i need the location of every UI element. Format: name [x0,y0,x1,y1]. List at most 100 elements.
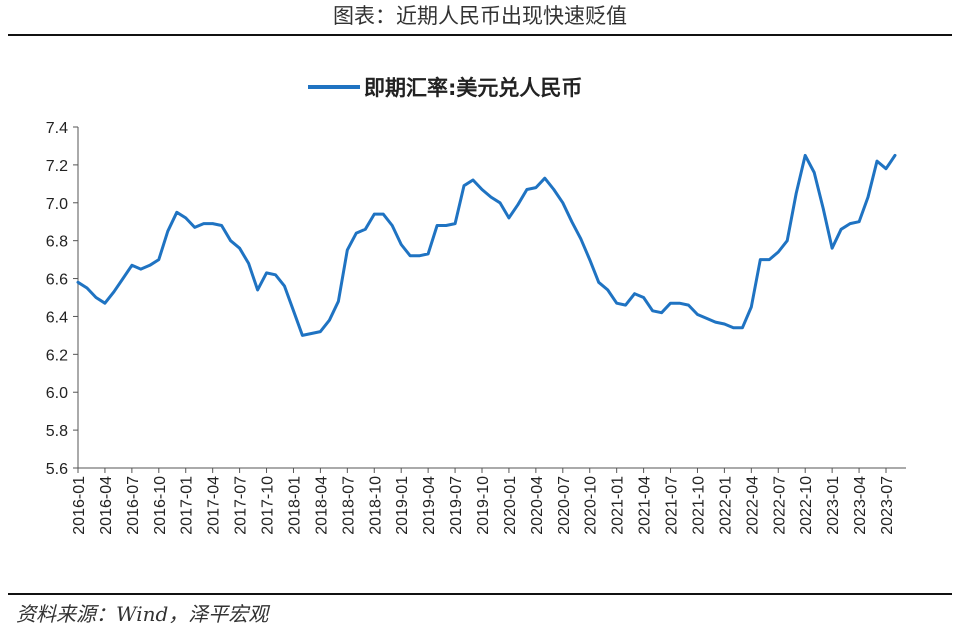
series-point [256,288,259,292]
series-point [310,332,313,335]
x-tick-label: 2022-04 [744,476,761,535]
series-point [435,224,439,227]
source-note: 资料来源：Wind，泽平宏观 [16,602,269,626]
series-point [103,302,107,305]
legend-label: 即期汇率:美元兑人民币 [364,76,582,100]
series-point [606,288,609,292]
series-point [588,258,591,261]
series-point [866,195,870,199]
series-point [777,250,780,254]
series-point [696,313,699,316]
series-point [444,224,448,227]
series-point [705,317,708,320]
series-point [265,271,268,275]
x-tick-label: 2019-10 [475,476,492,535]
series-point [130,264,134,267]
series-point [148,264,151,267]
series-point [373,212,376,216]
series-point [220,224,223,227]
series-point [202,222,205,225]
x-tick-label: 2016-10 [152,476,169,535]
series-point [534,186,538,189]
y-axis: 5.6 5.8 6.0 6.2 6.4 6.6 6.8 7.0 7.2 7.4 [46,120,79,478]
series-point [480,188,484,191]
x-tick-label: 2019-07 [448,476,465,535]
x-tick-label: 2016-07 [125,476,142,535]
x-tick-label: 2021-01 [610,476,627,535]
y-tick-label: 6.0 [46,385,68,402]
series-point [813,171,816,174]
series-point [786,239,789,242]
series-point [364,228,367,231]
y-tick-label: 5.8 [46,423,68,440]
series-point [525,188,529,191]
series-point [462,184,466,187]
series-point [830,247,834,250]
x-tick-label: 2017-10 [260,476,277,535]
series-point [121,277,125,280]
series-point [157,258,160,261]
bottom-rule [8,593,952,595]
series-point [732,326,735,329]
series-point [85,286,89,290]
series-point [750,305,753,309]
series-point [418,254,421,257]
top-rule [8,34,952,36]
series-point [193,226,196,229]
series-point [507,216,511,220]
x-tick-label: 2021-10 [690,476,707,535]
series-point [94,296,98,299]
series-point [642,296,645,299]
series-point [848,222,852,225]
y-tick-label: 7.4 [46,120,68,137]
series-point [597,281,600,284]
series-point [471,178,475,182]
series-point [211,222,214,225]
series-point [328,319,331,322]
series-point [112,290,116,293]
series-point [822,207,825,210]
y-tick-label: 6.8 [46,234,68,251]
series-point [346,248,349,252]
x-tick-label: 2017-07 [233,476,250,535]
series-point [857,220,861,223]
series-point [669,302,672,305]
x-tick-label: 2018-07 [340,476,357,535]
x-tick-label: 2016-04 [98,476,115,535]
series-point [319,330,322,333]
series-point [229,239,232,242]
series-point [768,258,771,261]
series-point [391,224,394,227]
series-point [552,188,555,191]
x-tick-label: 2020-10 [583,476,600,535]
series-point [543,177,546,180]
series-point [516,203,520,206]
line-chart: 即期汇率:美元兑人民币 5.6 5.8 6.0 6.2 6.4 6.6 6.8 7.0 7.2 7… [46,76,906,535]
series-point [453,222,457,225]
series-point [400,243,403,246]
series-point [678,302,681,305]
y-tick-label: 6.2 [46,347,68,364]
series-point [579,237,582,240]
series-point [633,292,636,295]
x-tick-label: 2022-01 [717,476,734,535]
series-point [355,231,358,235]
series-point [615,302,618,305]
x-tick-label: 2018-10 [367,476,384,535]
series-point [175,211,178,214]
x-tick-label: 2023-04 [852,476,869,535]
series-point [274,273,277,276]
series-point [292,309,295,312]
x-tick-label: 2021-04 [637,476,654,535]
series-point [426,252,430,256]
series-point [759,258,762,261]
y-tick-label: 6.4 [46,309,68,326]
x-tick-label: 2020-07 [556,476,573,535]
series-point [561,201,564,204]
x-tick-label: 2017-04 [206,476,223,535]
x-tick-label: 2018-01 [286,476,303,535]
x-tick-label: 2017-01 [179,476,196,535]
series-point [76,281,80,284]
x-tick-label: 2021-07 [664,476,681,535]
series-point [337,300,340,303]
